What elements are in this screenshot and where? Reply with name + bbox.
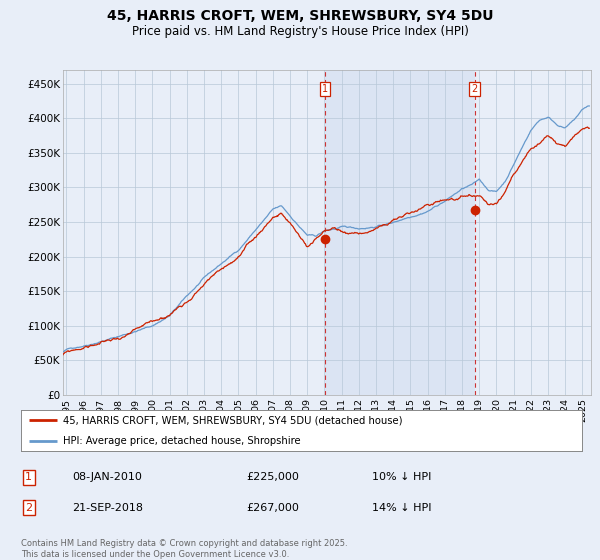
Text: 08-JAN-2010: 08-JAN-2010 xyxy=(72,472,142,482)
Text: Price paid vs. HM Land Registry's House Price Index (HPI): Price paid vs. HM Land Registry's House … xyxy=(131,25,469,38)
Text: £225,000: £225,000 xyxy=(246,472,299,482)
Text: 14% ↓ HPI: 14% ↓ HPI xyxy=(372,503,431,513)
Text: 2: 2 xyxy=(25,503,32,513)
Text: 2: 2 xyxy=(472,83,478,94)
Text: Contains HM Land Registry data © Crown copyright and database right 2025.
This d: Contains HM Land Registry data © Crown c… xyxy=(21,539,347,559)
Text: 45, HARRIS CROFT, WEM, SHREWSBURY, SY4 5DU: 45, HARRIS CROFT, WEM, SHREWSBURY, SY4 5… xyxy=(107,9,493,23)
Bar xyxy=(325,70,475,395)
Text: £267,000: £267,000 xyxy=(246,503,299,513)
Text: 21-SEP-2018: 21-SEP-2018 xyxy=(72,503,143,513)
Text: 10% ↓ HPI: 10% ↓ HPI xyxy=(372,472,431,482)
Text: HPI: Average price, detached house, Shropshire: HPI: Average price, detached house, Shro… xyxy=(63,436,301,446)
Text: 1: 1 xyxy=(25,472,32,482)
Text: 1: 1 xyxy=(322,83,328,94)
Text: 45, HARRIS CROFT, WEM, SHREWSBURY, SY4 5DU (detached house): 45, HARRIS CROFT, WEM, SHREWSBURY, SY4 5… xyxy=(63,415,403,425)
